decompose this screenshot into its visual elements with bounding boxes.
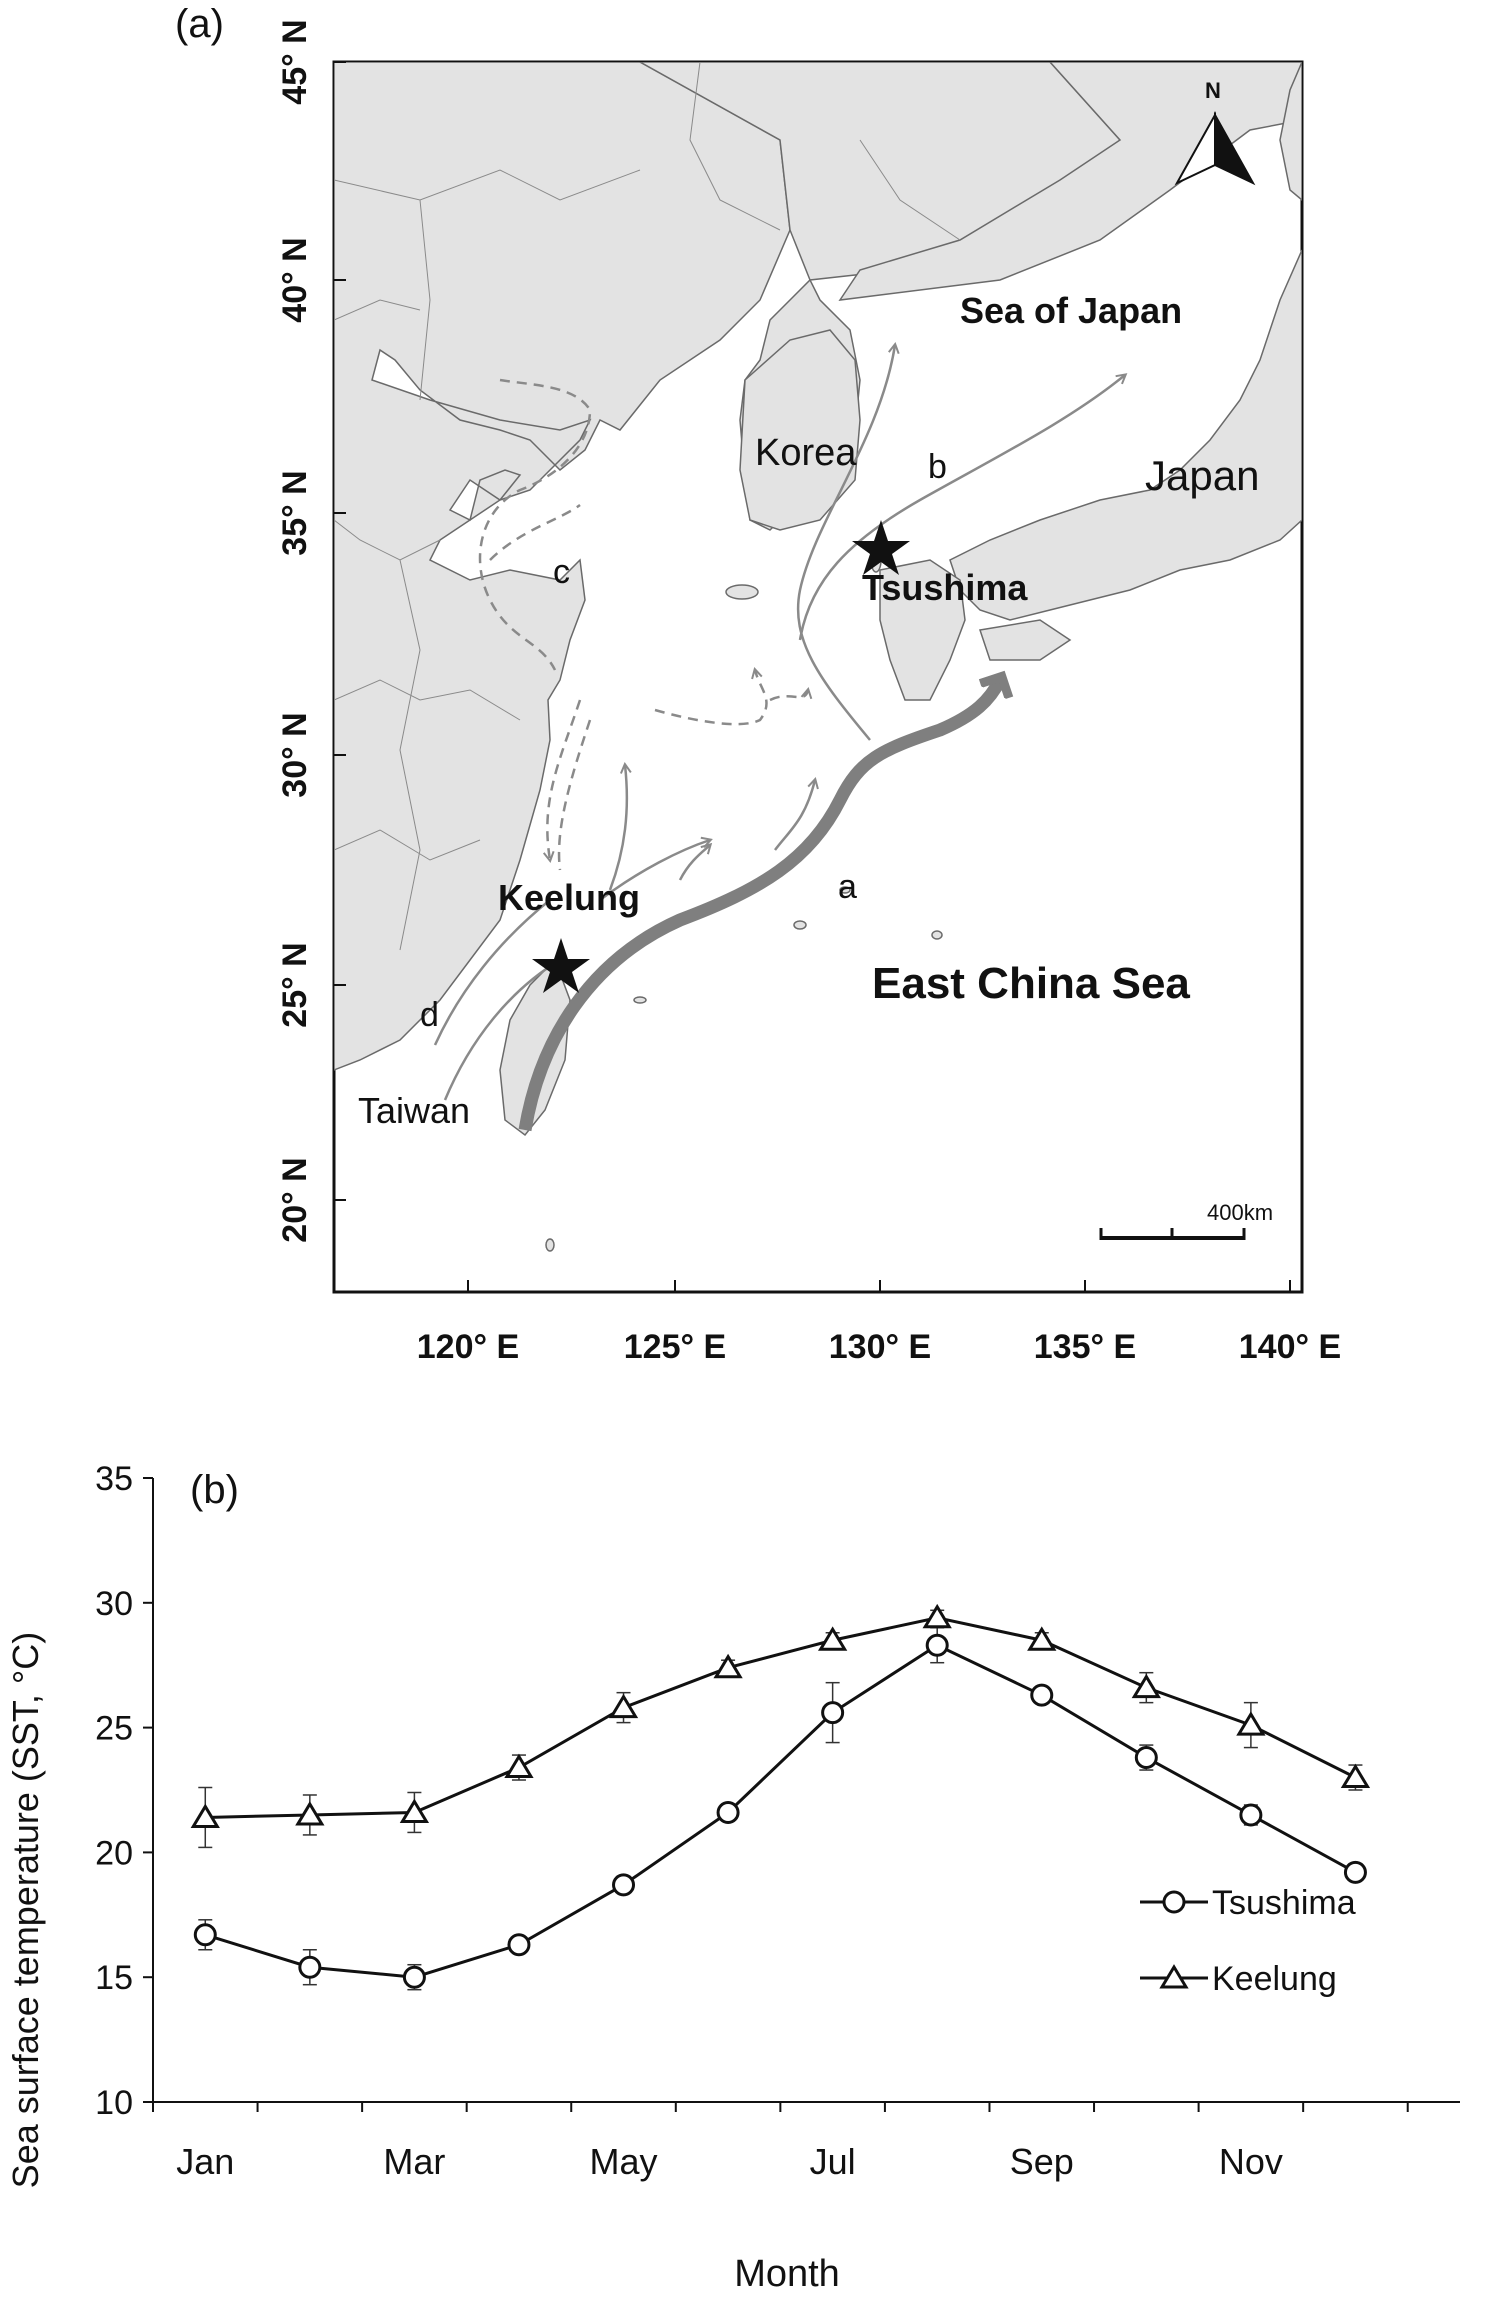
y-tick-label: 20 [95, 1834, 133, 1872]
label-japan: Japan [1145, 452, 1259, 499]
data-point-tsushima [821, 1701, 845, 1725]
land-layer [334, 62, 1302, 1252]
north-label: N [1205, 78, 1221, 103]
y-tick-label: 35 [95, 1460, 133, 1498]
lon-tick-label: 125° E [624, 1328, 726, 1366]
coastal-current-c [478, 378, 592, 671]
scale-bar: 400km [1099, 1200, 1273, 1240]
data-point-keelung [1131, 1673, 1161, 1699]
label-current-c: c [553, 553, 570, 591]
data-point-tsushima [1343, 1860, 1367, 1884]
data-point-keelung [190, 1803, 220, 1828]
x-tick-label: Mar [383, 2141, 445, 2182]
chart-series [190, 1603, 1371, 1991]
data-point-keelung [1027, 1626, 1057, 1651]
legend-item-tsushima: Tsushima [1140, 1884, 1356, 1922]
data-point-keelung [608, 1693, 639, 1719]
data-point-tsushima [925, 1633, 949, 1657]
lat-tick-label: 30° N [276, 712, 314, 797]
lat-tick-label: 25° N [276, 942, 314, 1027]
data-point-keelung [295, 1801, 325, 1826]
label-current-a: a [838, 868, 857, 906]
data-point-keelung [504, 1753, 534, 1779]
label-east-china-sea: East China Sea [872, 959, 1190, 1008]
series-keelung [190, 1603, 1371, 1849]
label-current-d: d [420, 996, 439, 1034]
series-line-tsushima [204, 1643, 1357, 1979]
data-point-tsushima [193, 1923, 217, 1947]
x-tick-label: Jul [810, 2141, 856, 2182]
keelung-star-icon [532, 938, 590, 993]
series-tsushima [193, 1627, 1367, 1991]
data-point-tsushima [507, 1933, 531, 1957]
label-taiwan: Taiwan [358, 1090, 470, 1131]
lat-tick-label: 20° N [276, 1157, 314, 1242]
x-tick-label: Jan [176, 2141, 234, 2182]
x-axis-title: Month [734, 2253, 840, 2295]
y-axis-title: Sea surface temperature (SST, °C) [5, 1632, 46, 2189]
lon-tick-label: 130° E [829, 1328, 931, 1366]
data-point-keelung [1340, 1763, 1371, 1789]
data-point-tsushima [1239, 1803, 1263, 1827]
lon-tick-label: 140° E [1239, 1328, 1341, 1366]
data-point-tsushima [716, 1800, 740, 1824]
legend-label: Tsushima [1212, 1884, 1356, 1922]
data-point-keelung [399, 1798, 430, 1823]
x-tick-label: May [590, 2141, 658, 2182]
data-point-tsushima [1030, 1683, 1054, 1707]
panel-b-label: (b) [190, 1468, 239, 1512]
ocean-currents [433, 345, 1125, 1132]
north-arrow-icon: N [1174, 78, 1256, 186]
y-tick-label: 10 [95, 2084, 133, 2122]
lon-tick-label: 135° E [1034, 1328, 1136, 1366]
lat-tick-label: 45° N [276, 19, 314, 104]
place-labels: Sea of Japan Japan Korea Tsushima Keelun… [358, 290, 1259, 1131]
label-sea-of-japan: Sea of Japan [960, 290, 1182, 331]
label-keelung: Keelung [498, 877, 640, 918]
panel-a-label: (a) [175, 2, 224, 46]
data-point-tsushima [1134, 1746, 1158, 1770]
tsushima-current [798, 375, 1125, 641]
x-tick-label: Nov [1219, 2141, 1283, 2182]
legend-marker [1162, 1890, 1186, 1914]
lon-tick-label: 120° E [417, 1328, 519, 1366]
x-tick-label: Sep [1010, 2141, 1074, 2182]
data-point-tsushima [612, 1873, 636, 1897]
taiwan-landmass [499, 958, 571, 1137]
china-landmass [334, 62, 791, 1071]
data-point-keelung [922, 1603, 952, 1629]
chart-axes: 10 15 20 25 30 35 Jan Mar May Jul Sep Nov [95, 1460, 1460, 2182]
data-point-keelung [713, 1653, 743, 1679]
scale-label: 400km [1207, 1200, 1273, 1225]
legend-marker [1159, 1964, 1189, 1989]
tsushima-star-icon [852, 520, 910, 575]
kuroshio-current [518, 680, 1000, 1132]
label-tsushima: Tsushima [862, 567, 1028, 608]
station-markers [532, 520, 910, 993]
sst-line-chart: 10 15 20 25 30 35 Jan Mar May Jul Sep Nov Tsushima K… [5, 1460, 1460, 2295]
y-tick-label: 25 [95, 1710, 133, 1748]
lat-tick-label: 40° N [276, 237, 314, 322]
lat-tick-label: 35° N [276, 470, 314, 555]
series-line-keelung [205, 1616, 1357, 1819]
y-tick-label: 30 [95, 1585, 133, 1623]
legend-item-keelung: Keelung [1140, 1960, 1337, 1998]
legend-label: Keelung [1212, 1960, 1337, 1998]
map-axes: 45° N 40° N 35° N 30° N 25° N 20° N 120° E 125°… [276, 19, 1341, 1366]
y-tick-label: 15 [95, 1959, 133, 1997]
label-korea: Korea [755, 432, 857, 474]
data-point-keelung [817, 1626, 848, 1651]
data-point-tsushima [402, 1965, 426, 1989]
chart-legend: Tsushima Keelung [1140, 1884, 1356, 1998]
data-point-keelung [1236, 1711, 1266, 1736]
label-current-b: b [928, 448, 947, 486]
data-point-tsushima [298, 1955, 322, 1979]
japan-landmass [949, 249, 1302, 621]
map-figure: Sea of Japan Japan Korea Tsushima Keelun… [276, 19, 1341, 1366]
